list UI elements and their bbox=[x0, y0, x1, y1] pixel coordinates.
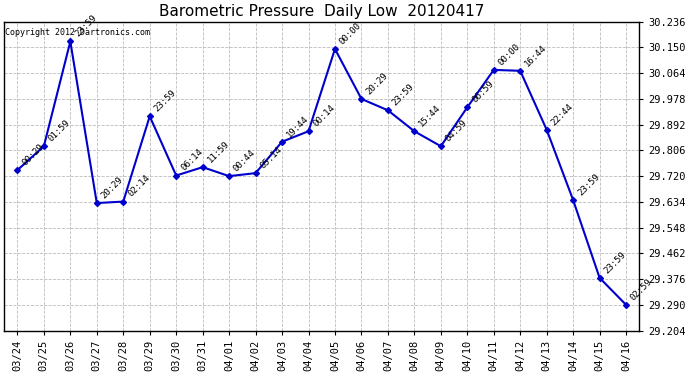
Text: 23:59: 23:59 bbox=[602, 250, 628, 275]
Text: 06:59: 06:59 bbox=[470, 79, 495, 105]
Text: 00:29: 00:29 bbox=[20, 142, 46, 167]
Text: 00:14: 00:14 bbox=[311, 103, 337, 129]
Text: 20:29: 20:29 bbox=[364, 71, 390, 96]
Text: 23:59: 23:59 bbox=[73, 13, 99, 39]
Text: 01:59: 01:59 bbox=[47, 118, 72, 143]
Text: 16:44: 16:44 bbox=[523, 43, 549, 68]
Text: 19:44: 19:44 bbox=[285, 114, 310, 139]
Text: 23:59: 23:59 bbox=[152, 88, 178, 114]
Text: 20:29: 20:29 bbox=[99, 175, 125, 200]
Text: 00:44: 00:44 bbox=[232, 148, 257, 173]
Text: 23:59: 23:59 bbox=[391, 82, 416, 108]
Text: 02:59: 02:59 bbox=[629, 277, 654, 302]
Text: 06:14: 06:14 bbox=[179, 147, 204, 173]
Text: 00:00: 00:00 bbox=[497, 42, 522, 67]
Text: Copyright 2012 Dartronics.com: Copyright 2012 Dartronics.com bbox=[6, 28, 150, 37]
Text: 02:14: 02:14 bbox=[126, 173, 151, 199]
Text: 04:59: 04:59 bbox=[444, 118, 469, 143]
Text: 15:44: 15:44 bbox=[417, 103, 442, 129]
Text: 23:59: 23:59 bbox=[576, 172, 601, 197]
Text: 22:44: 22:44 bbox=[549, 102, 575, 127]
Title: Barometric Pressure  Daily Low  20120417: Barometric Pressure Daily Low 20120417 bbox=[159, 4, 484, 19]
Text: 05:14: 05:14 bbox=[258, 145, 284, 170]
Text: 00:00: 00:00 bbox=[337, 21, 363, 46]
Text: 11:59: 11:59 bbox=[206, 139, 230, 164]
